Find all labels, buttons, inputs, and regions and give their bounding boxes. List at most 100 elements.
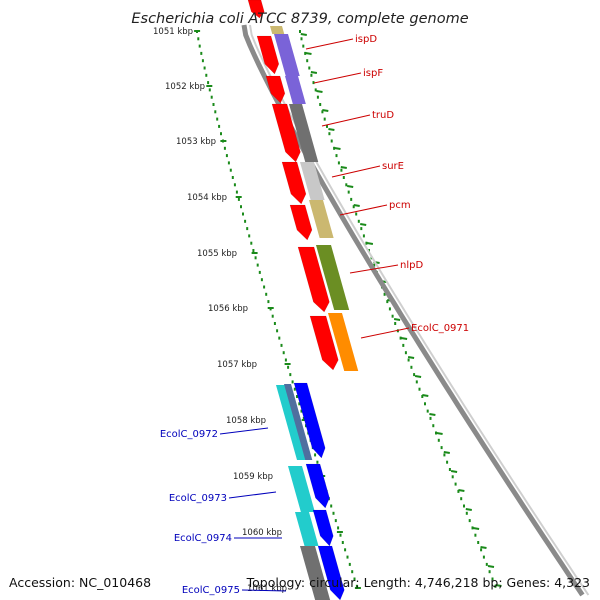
ruler-dot [457, 489, 460, 493]
gene-label: nlpD [400, 260, 423, 271]
gene-label: EcolC_0971 [411, 323, 469, 334]
ruler-tick [465, 508, 472, 511]
ruler-dot [348, 562, 351, 566]
ruler-dot [388, 307, 391, 311]
ruler-dot [216, 117, 219, 121]
forward-gene-arrow [256, 35, 280, 75]
ruler-dot [373, 263, 376, 267]
ruler-dot [351, 570, 354, 574]
ruler-tick-label: 1054 kbp [187, 193, 227, 203]
ruler-tick [472, 527, 480, 530]
ruler-tick [334, 147, 341, 150]
ruler-dot [201, 59, 204, 63]
ruler-dot [316, 460, 319, 464]
ruler-tick [310, 71, 318, 74]
ruler-dot [298, 402, 301, 406]
ruler-dot [246, 227, 249, 231]
ruler-dot [306, 59, 309, 63]
strand-track [247, 0, 345, 600]
ruler-dot [225, 154, 228, 158]
cog-block [284, 384, 313, 460]
ruler-dot [276, 329, 279, 333]
ruler-dot [399, 336, 402, 340]
ruler-tick [328, 128, 335, 131]
ruler-dot [319, 103, 322, 106]
ruler-dot [302, 416, 305, 420]
ruler-tick-label: 1055 kbp [197, 249, 237, 259]
ruler-dot [471, 526, 474, 530]
ruler-dot [308, 66, 311, 70]
ruler-dot [339, 533, 342, 537]
ruler-dot [291, 380, 294, 384]
ruler-tick [360, 223, 367, 226]
ruler-dot [287, 365, 290, 369]
ruler-dot [394, 322, 397, 325]
ruler-dot [260, 278, 263, 282]
gene-labels: ispD ispF truD surE pcm nlpD EcolC_0971 EcolC_0… [160, 34, 469, 596]
cog-block [316, 245, 350, 310]
ruler-dot [474, 533, 477, 537]
ruler-dot [443, 453, 446, 457]
ruler-dot [265, 292, 268, 296]
gene-label-leader [305, 38, 354, 50]
ruler-dot [214, 110, 217, 114]
ruler-dot [421, 395, 424, 398]
forward-gene-arrow [309, 315, 339, 371]
ruler-tick-label: 1052 kbp [165, 82, 205, 92]
ruler-dot [347, 190, 350, 194]
ruler-tick-label: 1058 kbp [226, 416, 266, 426]
ruler-dot [342, 176, 345, 179]
ruler-dot [227, 161, 230, 165]
ruler-dot [391, 314, 394, 318]
ruler-dot [254, 256, 257, 260]
ruler-dot [240, 205, 242, 209]
reverse-gene-arrow [293, 382, 326, 459]
ruler-dot [345, 183, 348, 187]
ruler-dot [355, 584, 358, 588]
gene-label-leader [349, 264, 399, 274]
ruler-dot [314, 453, 317, 457]
ruler-dot [258, 270, 261, 274]
gene-label-leader [360, 327, 410, 339]
ruler-dot [413, 373, 416, 377]
gene-label: EcolC_0973 [169, 493, 227, 504]
gene-label: EcolC_0972 [160, 429, 218, 440]
ruler-tick [316, 90, 323, 93]
ruler-tick [487, 565, 495, 568]
ruler-dot [284, 358, 287, 362]
ruler-dot [256, 263, 259, 267]
ruler-dot [207, 81, 210, 85]
ruler-dot [344, 548, 347, 552]
ruler-dot [485, 562, 488, 566]
ruler-tick [414, 375, 422, 378]
ruler-dot [296, 395, 298, 398]
ruler-dot [323, 117, 326, 121]
ruler-tick [340, 166, 347, 169]
ruler-dot [451, 475, 454, 479]
ruler-dot [341, 541, 344, 544]
gene-label-leader [241, 589, 287, 592]
ruler-dot [491, 577, 494, 581]
backbone-line [249, 24, 590, 596]
ruler-dot [488, 570, 491, 574]
ruler-tick [458, 489, 465, 492]
gene-label: ispF [363, 68, 383, 79]
gene-label: EcolC_0974 [174, 533, 232, 544]
ruler-dot [218, 124, 221, 128]
ruler-tick [300, 33, 307, 36]
ruler-dot [302, 44, 305, 48]
ruler-dot [480, 548, 483, 552]
ruler-dot [330, 139, 333, 143]
ruler-tick-label: 1051 kbp [153, 27, 193, 37]
ruler-dot [446, 460, 449, 464]
forward-gene-arrow [281, 161, 307, 205]
ruler-dot [282, 351, 285, 355]
ruler-dot [289, 373, 292, 377]
ruler-dot [312, 81, 315, 85]
ruler-dot [231, 176, 234, 179]
ruler-tick-label: 1057 kbp [217, 360, 257, 370]
ruler-dot [465, 511, 468, 515]
ruler-dot [244, 219, 247, 223]
ruler-dot [280, 343, 283, 347]
